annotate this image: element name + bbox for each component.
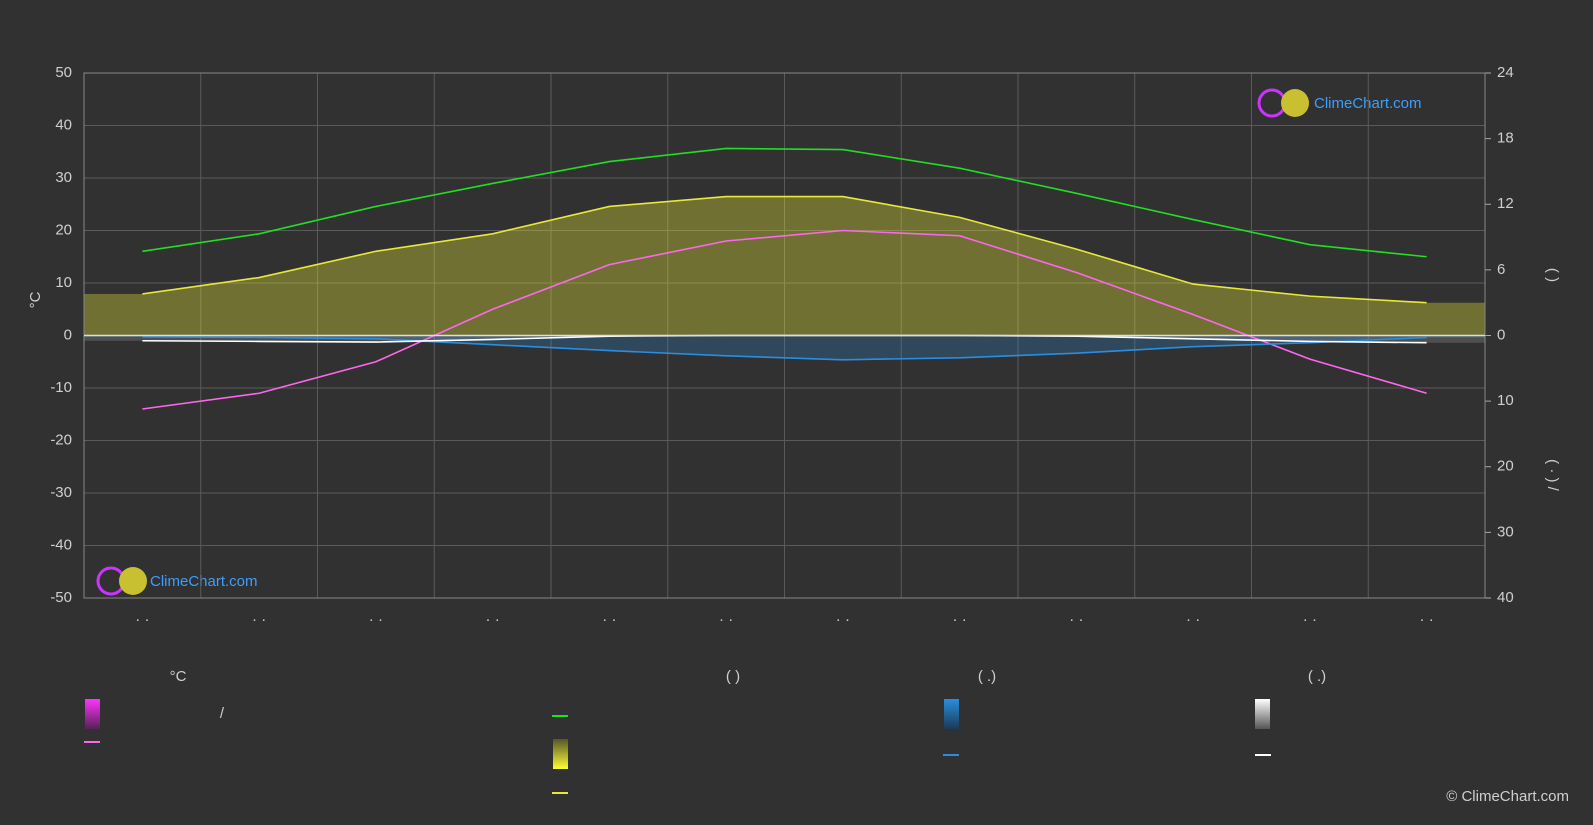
y2-tick-label: 24 [1497, 64, 1514, 81]
y3-tick-label: 10 [1497, 392, 1514, 409]
y-tick-label: 20 [55, 221, 72, 238]
y-tick-label: 10 [55, 274, 72, 291]
legend-swatch [85, 699, 100, 729]
x-tick-label: · · [1303, 611, 1317, 628]
legend-header: ( .) [1308, 668, 1326, 685]
legend-swatch [1255, 699, 1270, 729]
y3-tick-label: 40 [1497, 589, 1514, 606]
y2-tick-label: 6 [1497, 261, 1505, 278]
legend-swatch [553, 739, 568, 769]
legend-header: ( ) [726, 668, 740, 685]
series-line [142, 195, 1427, 304]
legend: °C ( ) ( .) ( .) / [84, 668, 1326, 794]
logo-bottom: ClimeChart.com [96, 566, 258, 596]
series-line [142, 147, 1427, 258]
copyright: © ClimeChart.com [1446, 788, 1569, 805]
series-area [84, 196, 1485, 336]
x-tick-label: · · [369, 611, 383, 628]
y-tick-label: 50 [55, 64, 72, 81]
x-tick-label: · · [1420, 611, 1434, 628]
x-tick-label: · · [953, 611, 967, 628]
legend-header: °C [170, 668, 187, 685]
x-tick-label: · · [836, 611, 850, 628]
y2-tick-label: 0 [1497, 326, 1505, 343]
y3-axis-label: ( · ) / [1544, 459, 1561, 491]
y-tick-label: -50 [50, 589, 72, 606]
y-axis-label: °C [27, 291, 44, 308]
x-tick-label: · · [486, 611, 500, 628]
legend-swatch [944, 699, 959, 729]
y-tick-label: -40 [50, 536, 72, 553]
legend-header: ( .) [978, 668, 996, 685]
logo-sun [119, 567, 147, 595]
logo-text: ClimeChart.com [150, 573, 258, 590]
x-tick-label: · · [719, 611, 733, 628]
y-tick-label: -30 [50, 484, 72, 501]
y2-axis-label: ( ) [1544, 268, 1561, 282]
y3-tick-label: 30 [1497, 523, 1514, 540]
x-tick-label: · · [1069, 611, 1083, 628]
series-line [142, 336, 1427, 361]
logo-sun [1281, 89, 1309, 117]
y-tick-label: 40 [55, 116, 72, 133]
legend-slash: / [220, 705, 225, 722]
x-tick-label: · · [602, 611, 616, 628]
y-tick-label: 0 [64, 326, 72, 343]
x-tick-label: · · [1186, 611, 1200, 628]
x-tick-label: · · [252, 611, 266, 628]
x-tick-label: · · [135, 611, 149, 628]
y2-tick-label: 12 [1497, 195, 1514, 212]
y3-tick-label: 20 [1497, 458, 1514, 475]
series-line [142, 229, 1427, 410]
y-tick-label: -20 [50, 431, 72, 448]
y-tick-label: 30 [55, 169, 72, 186]
y-tick-label: -10 [50, 379, 72, 396]
y2-tick-label: 18 [1497, 130, 1514, 147]
